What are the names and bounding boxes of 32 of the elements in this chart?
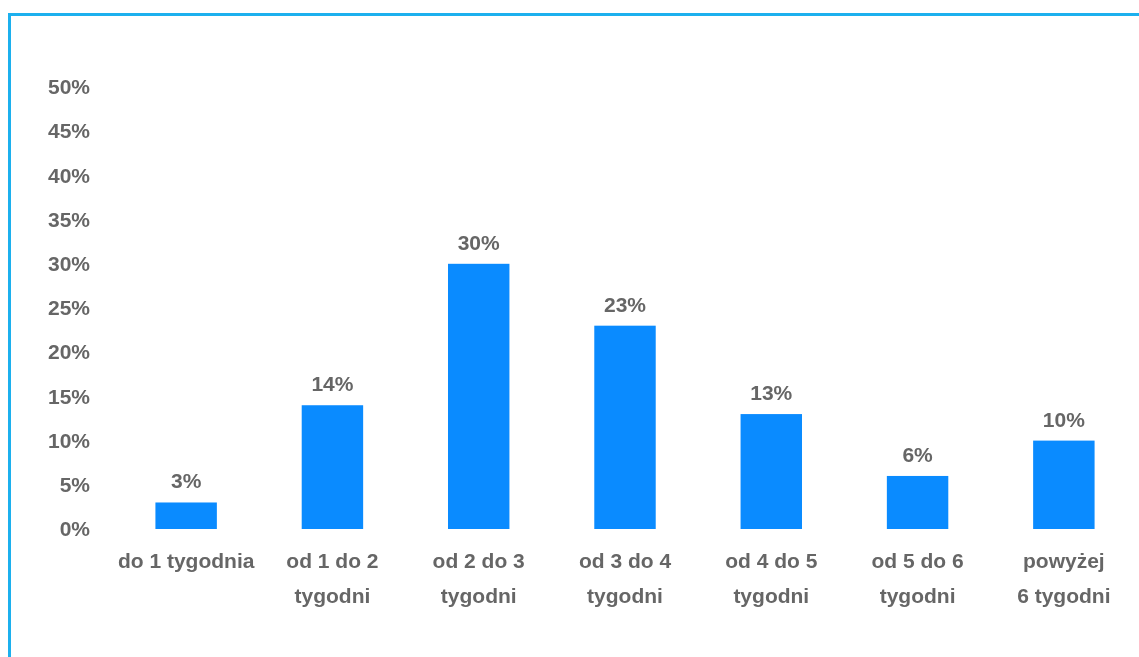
data-label: 14% [311, 372, 354, 396]
x-tick-label: od 3 do 4 tygodni [578, 548, 672, 607]
y-tick-label: 35% [47, 207, 91, 231]
data-label: 6% [902, 442, 934, 466]
y-tick-label: 5% [59, 473, 91, 497]
x-tick-label: od 4 do 5 tygodni [725, 548, 818, 607]
y-tick-label: 25% [47, 296, 91, 320]
y-tick-label: 20% [47, 340, 91, 364]
bar [1033, 440, 1095, 529]
y-tick-label: 0% [59, 517, 91, 541]
data-label: 23% [603, 292, 647, 316]
x-tick-label: powyżej 6 tygodni [1017, 548, 1111, 607]
y-tick-label: 50% [47, 75, 91, 99]
x-tick-label: do 1 tygodnia [117, 548, 255, 572]
y-tick-label: 15% [47, 384, 91, 408]
x-tick-label: od 2 do 3 tygodni [432, 548, 525, 607]
x-tick-label: od 1 do 2 tygodni [286, 548, 379, 607]
data-label: 10% [1042, 407, 1086, 431]
y-tick-label: 40% [47, 163, 91, 187]
data-label: 13% [750, 381, 793, 405]
y-tick-label: 30% [47, 252, 91, 276]
data-label: 3% [170, 469, 202, 493]
bar [886, 475, 949, 529]
data-label: 30% [457, 230, 501, 254]
bar [301, 405, 364, 529]
x-tick-label: od 5 do 6 tygodni [871, 548, 964, 607]
y-tick-label: 10% [47, 428, 91, 452]
bar [740, 414, 803, 529]
bar [594, 325, 656, 529]
bar [447, 263, 510, 529]
y-tick-label: 45% [47, 119, 91, 143]
bar [155, 502, 217, 529]
